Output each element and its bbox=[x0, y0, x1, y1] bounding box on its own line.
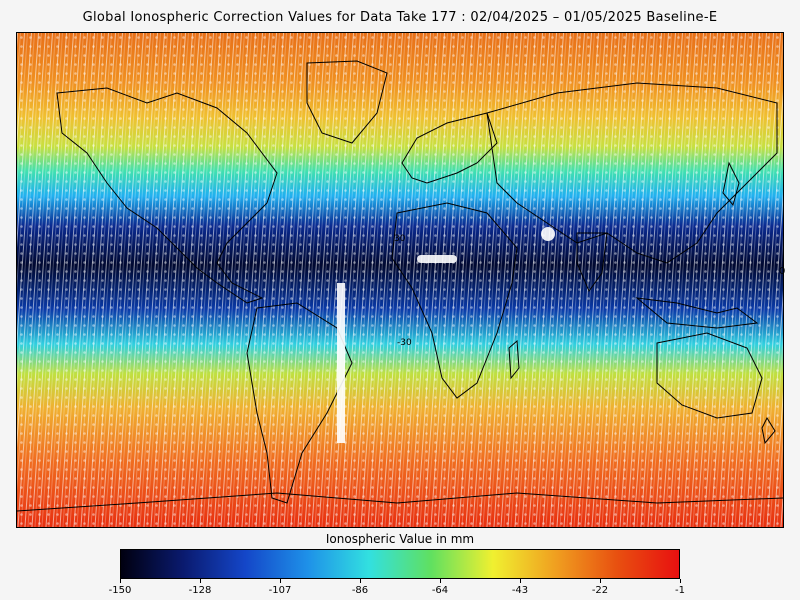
colorbar-tick-mark bbox=[600, 579, 601, 583]
coastlines bbox=[17, 60, 783, 512]
colorbar-tick-mark bbox=[360, 579, 361, 583]
ionosphere-map[interactable]: 30 -30 bbox=[16, 32, 784, 528]
colorbar bbox=[120, 549, 680, 579]
data-gap bbox=[337, 283, 345, 443]
colorbar-tick-label: -86 bbox=[351, 585, 369, 596]
data-gap bbox=[541, 227, 555, 241]
colorbar-tick-mark bbox=[280, 579, 281, 583]
map-edge-label: 0 bbox=[779, 266, 786, 277]
colorbar-tick-mark bbox=[200, 579, 201, 583]
colorbar-tick-mark bbox=[520, 579, 521, 583]
sample-points bbox=[17, 33, 783, 527]
lat-label-30: 30 bbox=[394, 234, 406, 244]
colorbar-tick-label: -22 bbox=[591, 585, 609, 596]
colorbar-tick-mark bbox=[680, 579, 681, 583]
data-gap bbox=[417, 255, 457, 263]
colorbar-tick-label: -150 bbox=[108, 585, 132, 596]
colorbar-tick-mark bbox=[120, 579, 121, 583]
map-canvas: 30 -30 bbox=[17, 33, 783, 527]
colorbar-title: Ionospheric Value in mm bbox=[325, 532, 475, 546]
colorbar-tick-label: -128 bbox=[188, 585, 212, 596]
colorbar-tick-mark bbox=[440, 579, 441, 583]
lat-label-neg30: -30 bbox=[397, 338, 412, 348]
chart-title: Global Ionospheric Correction Values for… bbox=[82, 10, 718, 25]
colorbar-tick-label: -64 bbox=[431, 585, 449, 596]
colorbar-tick-label: -1 bbox=[675, 585, 685, 596]
colorbar-tick-label: -107 bbox=[268, 585, 292, 596]
colorbar-tick-label: -43 bbox=[511, 585, 529, 596]
